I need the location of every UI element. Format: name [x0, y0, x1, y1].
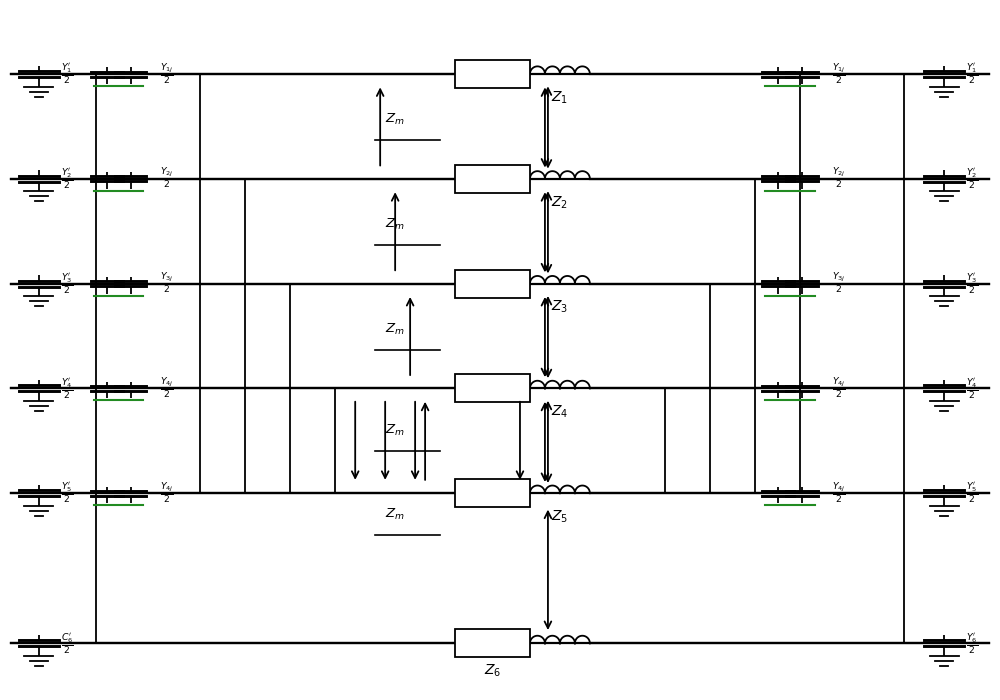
- Text: $Z_m$: $Z_m$: [385, 423, 405, 438]
- Text: $\frac{C_6'}{2}$: $\frac{C_6'}{2}$: [61, 631, 73, 655]
- Bar: [455, 374, 530, 402]
- Text: $\frac{Y_{4j}}{2}$: $\frac{Y_{4j}}{2}$: [832, 376, 845, 401]
- Text: $Z_5$: $Z_5$: [551, 509, 568, 525]
- Text: $\frac{Y_{4j}}{2}$: $\frac{Y_{4j}}{2}$: [160, 481, 174, 505]
- Text: $\frac{Y_3'}{2}$: $\frac{Y_3'}{2}$: [61, 272, 73, 295]
- Bar: [455, 165, 530, 192]
- Text: $Z_3$: $Z_3$: [551, 299, 568, 316]
- Text: $\frac{Y_{2j}}{2}$: $\frac{Y_{2j}}{2}$: [832, 167, 845, 191]
- Bar: [455, 629, 530, 657]
- Text: $\frac{Y_2'}{2}$: $\frac{Y_2'}{2}$: [966, 167, 978, 191]
- Text: $\frac{Y_2'}{2}$: $\frac{Y_2'}{2}$: [61, 167, 73, 191]
- Text: $\frac{Y_{3j}}{2}$: $\frac{Y_{3j}}{2}$: [832, 271, 845, 296]
- Text: $\frac{Y_3'}{2}$: $\frac{Y_3'}{2}$: [966, 272, 978, 295]
- Bar: [455, 60, 530, 88]
- Text: $\frac{Y_5'}{2}$: $\frac{Y_5'}{2}$: [966, 481, 978, 505]
- Text: $\frac{Y_{1j}}{2}$: $\frac{Y_{1j}}{2}$: [832, 62, 845, 87]
- Text: $\frac{Y_{3j}}{2}$: $\frac{Y_{3j}}{2}$: [160, 271, 174, 296]
- Text: $\frac{Y_1'}{2}$: $\frac{Y_1'}{2}$: [61, 62, 73, 86]
- Text: $Z_m$: $Z_m$: [385, 321, 405, 337]
- Text: $\frac{Y_5'}{2}$: $\frac{Y_5'}{2}$: [61, 481, 73, 505]
- Text: $Z_1$: $Z_1$: [551, 90, 568, 106]
- Text: $Z_m$: $Z_m$: [385, 112, 405, 127]
- Bar: [455, 270, 530, 298]
- Text: $Z_m$: $Z_m$: [385, 507, 405, 522]
- Text: $Z_2$: $Z_2$: [551, 194, 568, 211]
- Text: $\frac{Y_{2j}}{2}$: $\frac{Y_{2j}}{2}$: [160, 167, 174, 191]
- Text: $Z_4$: $Z_4$: [551, 404, 568, 420]
- Text: $Z_m$: $Z_m$: [385, 217, 405, 232]
- Text: $\frac{Y_{4j}}{2}$: $\frac{Y_{4j}}{2}$: [160, 376, 174, 401]
- Text: $\frac{Y_{1j}}{2}$: $\frac{Y_{1j}}{2}$: [160, 62, 174, 87]
- Text: $\frac{Y_4'}{2}$: $\frac{Y_4'}{2}$: [61, 377, 73, 400]
- Text: $Z_6$: $Z_6$: [484, 663, 501, 680]
- Bar: [455, 480, 530, 508]
- Text: $\frac{Y_6'}{2}$: $\frac{Y_6'}{2}$: [966, 631, 978, 655]
- Text: $\frac{Y_{4j}}{2}$: $\frac{Y_{4j}}{2}$: [832, 481, 845, 505]
- Text: $\frac{Y_4'}{2}$: $\frac{Y_4'}{2}$: [966, 377, 978, 400]
- Text: $\frac{Y_1'}{2}$: $\frac{Y_1'}{2}$: [966, 62, 978, 86]
